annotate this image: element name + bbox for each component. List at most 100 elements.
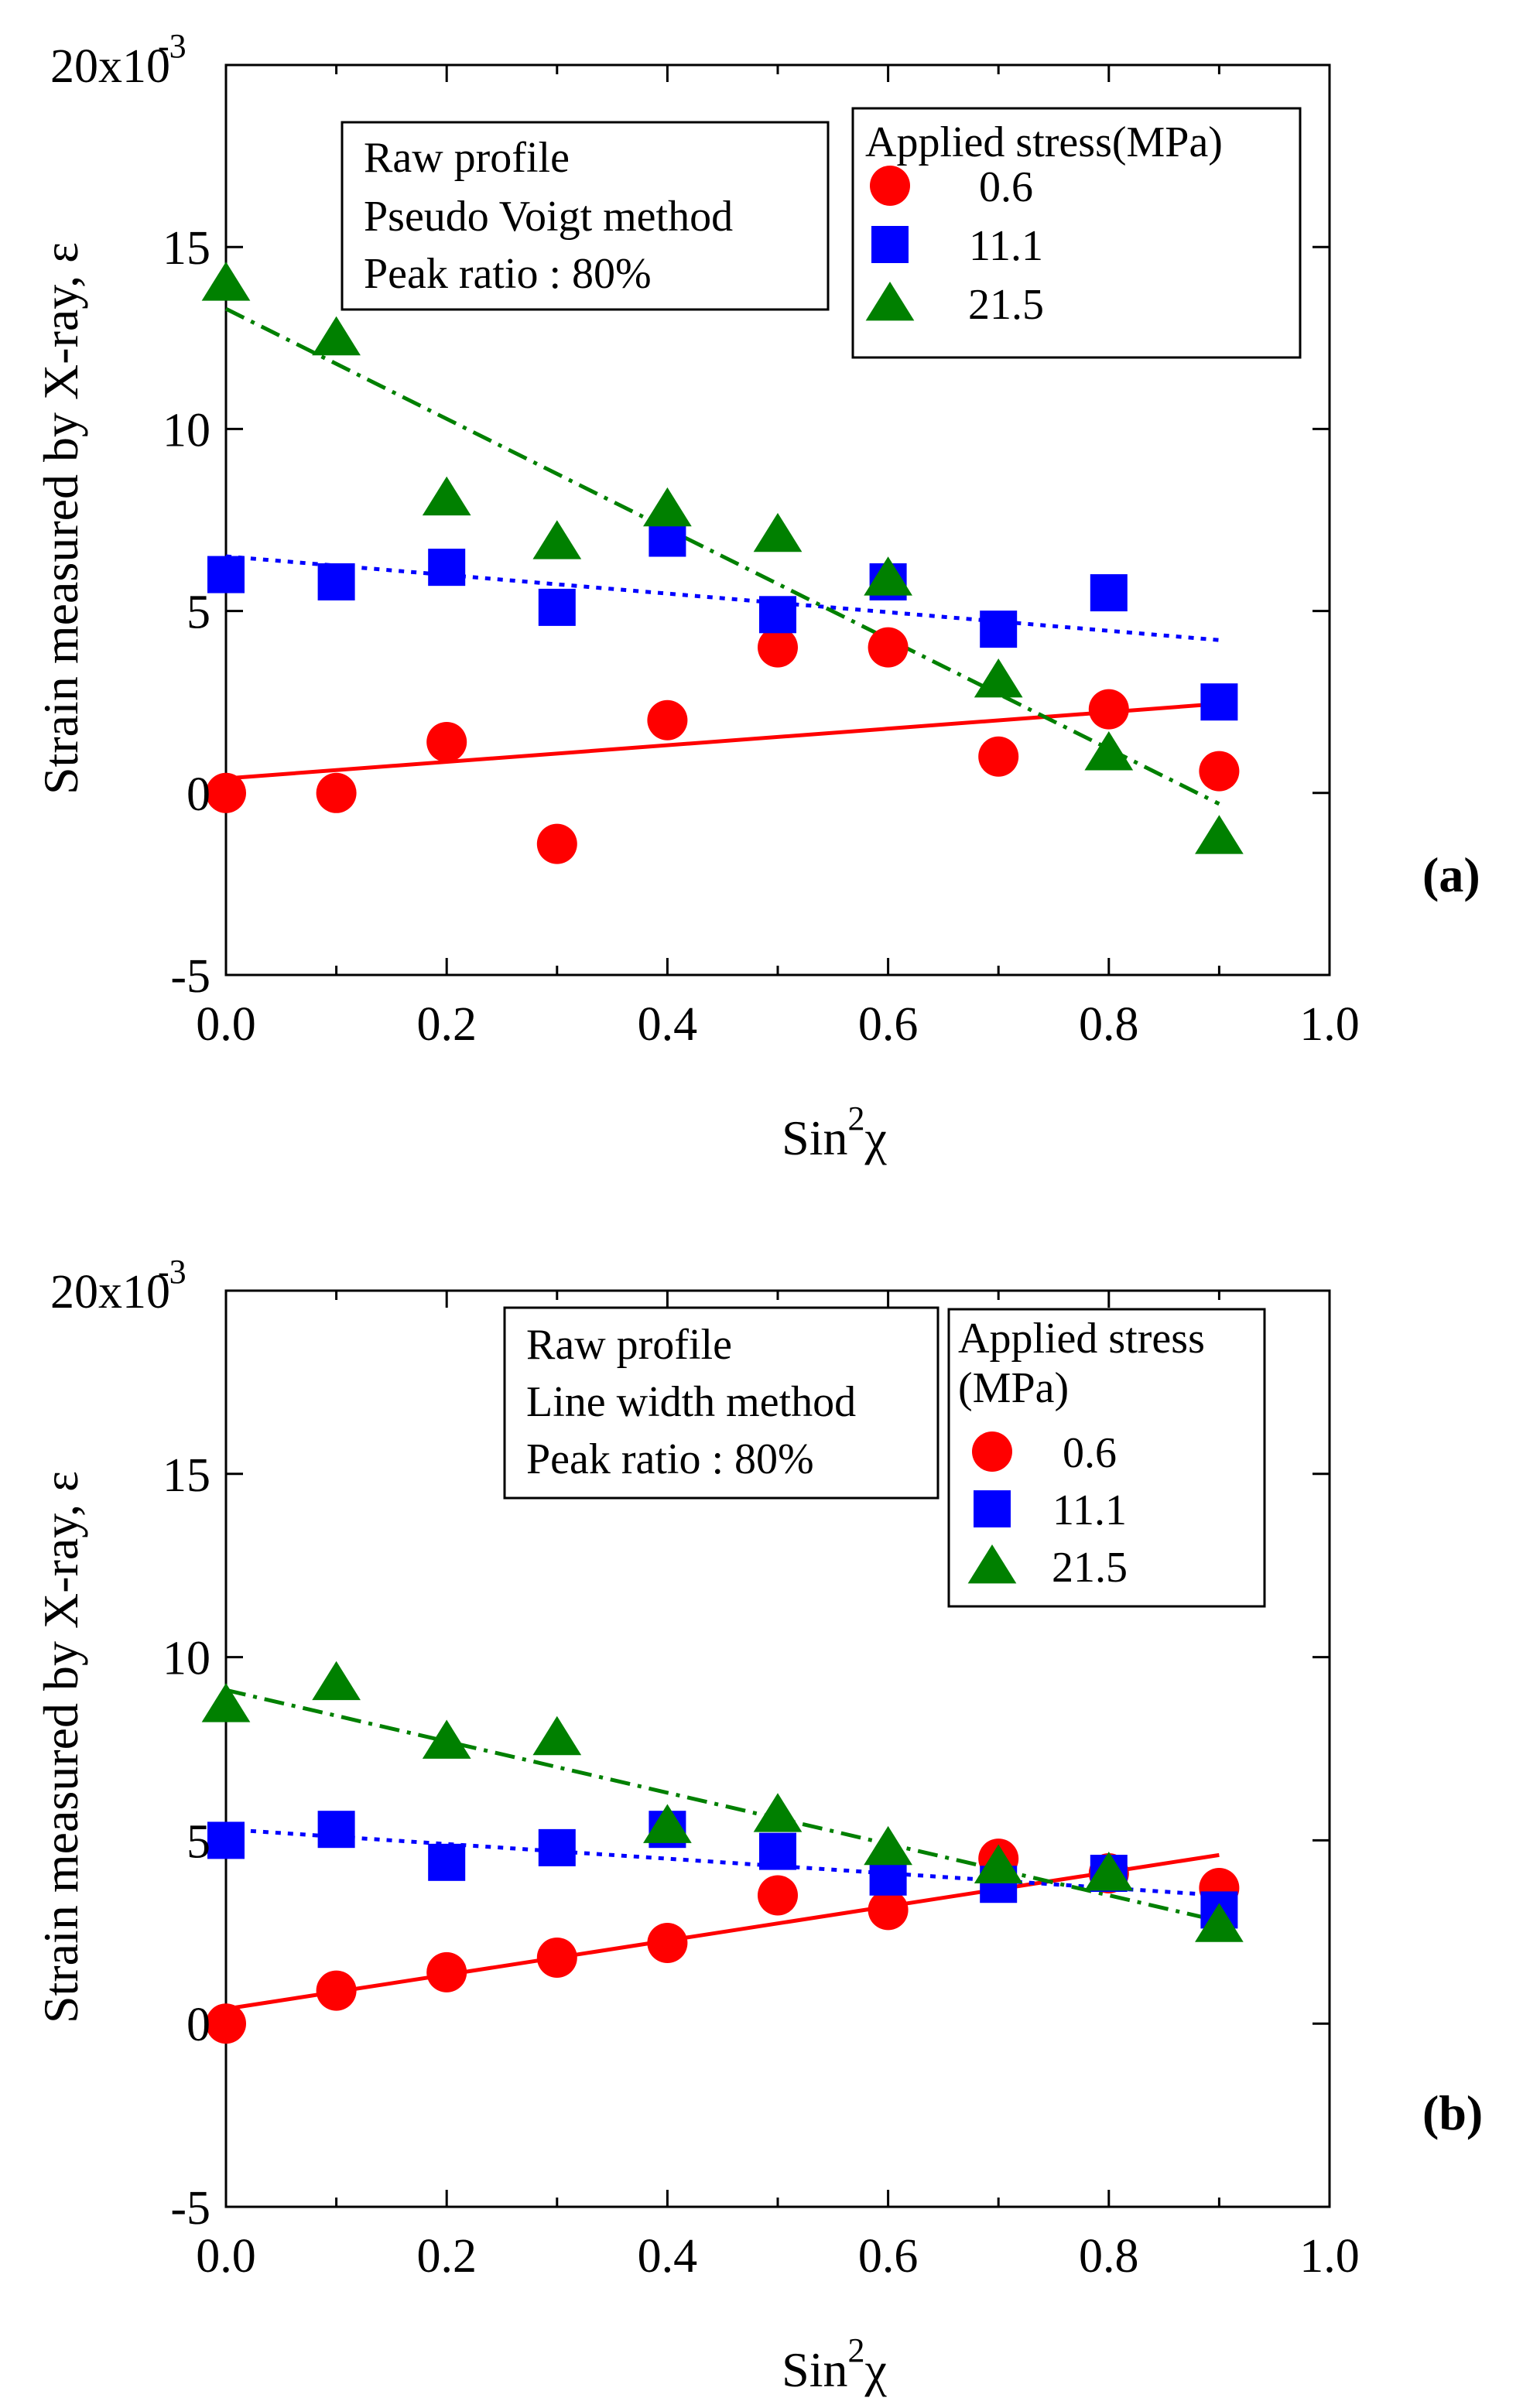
info-line-2-a: Peak ratio : 80% bbox=[364, 250, 652, 298]
y-tick-label: -5 bbox=[170, 2182, 210, 2235]
x-tick-label: 0.4 bbox=[638, 998, 698, 1051]
tick-marks-a bbox=[224, 63, 1331, 977]
data-point-triangle bbox=[643, 1804, 692, 1843]
data-point-triangle bbox=[864, 1825, 912, 1866]
panel-label-b: (b) bbox=[1422, 2085, 1483, 2140]
y-multiplier-exponent: -3 bbox=[158, 27, 187, 65]
y-tick-label: 20x10 bbox=[50, 1266, 170, 1319]
data-point-triangle bbox=[1084, 1852, 1134, 1891]
info-box-b: Raw profile Line width method Peak ratio… bbox=[503, 1306, 939, 1500]
legend-b: Applied stress (MPa) 0.6 11.1 21.5 bbox=[947, 1308, 1266, 1608]
info-line-2-b: Peak ratio : 80% bbox=[526, 1435, 814, 1483]
data-point-triangle bbox=[974, 1844, 1023, 1883]
y-axis-title-a: Strain measured by X-ray, ε bbox=[33, 242, 88, 795]
legend-marker-triangle bbox=[967, 1544, 1017, 1584]
x-tick-label: 0.6 bbox=[858, 998, 919, 1051]
x-tick-label: 0.2 bbox=[416, 998, 477, 1051]
fit-lines-b bbox=[225, 1688, 1220, 2011]
x-tick-label: 0.8 bbox=[1079, 2230, 1139, 2283]
panel-a: 0.0 0.2 0.4 0.6 0.8 1.0 -5 0 5 10 15 20x10-3 Strain… bbox=[33, 27, 1480, 1165]
data-point-circle bbox=[536, 1937, 577, 1978]
data-point-circle bbox=[206, 2003, 246, 2044]
data-point-square bbox=[538, 1828, 576, 1866]
data-point-square bbox=[207, 1821, 245, 1859]
info-box-a: Raw profile Pseudo Voigt method Peak rat… bbox=[341, 121, 830, 311]
y-tick-label: -5 bbox=[170, 950, 210, 1003]
data-point-circle bbox=[1199, 751, 1240, 792]
data-point-circle bbox=[426, 1951, 467, 1992]
legend-marker-circle bbox=[972, 1431, 1012, 1472]
x-tick-label: 0.4 bbox=[638, 2230, 698, 2283]
x-tick-label: 0.6 bbox=[858, 2230, 919, 2283]
fit-line-triangle bbox=[224, 306, 1220, 806]
panel-b: 0.0 0.2 0.4 0.6 0.8 1.0 -5 0 5 10 15 20x10-3 Strain… bbox=[33, 1253, 1483, 2397]
data-point-triangle bbox=[201, 1683, 251, 1722]
data-point-square bbox=[1090, 574, 1128, 612]
y-tick-label: 10 bbox=[163, 404, 210, 457]
legend-marker-triangle bbox=[865, 282, 915, 321]
legend-rows-a: 0.6 11.1 21.5 bbox=[865, 163, 1044, 329]
data-point-triangle bbox=[201, 262, 251, 301]
x-tick-label: 0.2 bbox=[416, 2230, 477, 2283]
data-point-triangle bbox=[1195, 1903, 1244, 1942]
legend-label: 0.6 bbox=[979, 163, 1033, 211]
data-point-triangle bbox=[643, 487, 692, 527]
data-point-circle bbox=[206, 772, 246, 813]
data-point-triangle bbox=[422, 1719, 471, 1759]
legend-a: Applied stress(MPa) 0.6 11.1 21.5 bbox=[851, 107, 1302, 359]
fit-line-circle bbox=[225, 1852, 1220, 2011]
data-point-square bbox=[759, 1832, 796, 1870]
x-tick-label: 1.0 bbox=[1299, 998, 1360, 1051]
y-tick-label: 20x10 bbox=[50, 40, 170, 93]
data-point-triangle bbox=[864, 556, 912, 596]
fit-line-square bbox=[225, 1827, 1220, 1897]
x-tick-label: 1.0 bbox=[1299, 2230, 1360, 2283]
x-tick-label: 0.0 bbox=[196, 998, 256, 1051]
data-point-square bbox=[317, 1811, 355, 1849]
x-tick-label: 0.8 bbox=[1079, 998, 1139, 1051]
info-line-1-a: Pseudo Voigt method bbox=[364, 193, 733, 241]
data-point-triangle bbox=[753, 1793, 803, 1832]
legend-marker-square bbox=[974, 1490, 1011, 1527]
data-point-circle bbox=[978, 736, 1019, 777]
y-tick-label: 15 bbox=[163, 222, 210, 275]
tick-labels-b: 0.0 0.2 0.4 0.6 0.8 1.0 -5 0 5 10 15 20x10-3 bbox=[50, 1253, 1360, 2283]
y-axis-title-b: Strain measured by X-ray, ε bbox=[33, 1471, 88, 2023]
data-point-triangle bbox=[532, 1715, 582, 1756]
y-tick-label: 0 bbox=[187, 768, 210, 821]
info-line-0-a: Raw profile bbox=[364, 134, 570, 182]
data-point-circle bbox=[316, 772, 357, 813]
data-markers-b bbox=[201, 1661, 1244, 2044]
legend-label: 11.1 bbox=[1052, 1486, 1127, 1534]
legend-label: 11.1 bbox=[969, 222, 1043, 270]
data-point-circle bbox=[536, 823, 577, 864]
data-point-triangle bbox=[312, 1661, 361, 1701]
legend-title-a: Applied stress(MPa) bbox=[865, 118, 1223, 166]
data-point-circle bbox=[1088, 689, 1129, 730]
data-point-square bbox=[207, 556, 245, 593]
legend-label: 21.5 bbox=[1052, 1544, 1128, 1592]
data-point-square bbox=[317, 563, 355, 600]
y-tick-label: 0 bbox=[187, 1999, 210, 2051]
data-point-circle bbox=[868, 1890, 909, 1931]
data-point-circle bbox=[426, 721, 467, 762]
data-point-square bbox=[759, 596, 796, 634]
legend-title-b-0: Applied stress bbox=[958, 1315, 1205, 1363]
legend-label: 0.6 bbox=[1063, 1429, 1117, 1477]
y-tick-label: 5 bbox=[187, 587, 210, 639]
info-line-1-b: Line width method bbox=[526, 1378, 856, 1426]
data-point-triangle bbox=[974, 658, 1023, 698]
y-tick-label: 15 bbox=[163, 1449, 210, 1502]
legend-rows-b: 0.6 11.1 21.5 bbox=[967, 1429, 1128, 1592]
data-point-square bbox=[1200, 683, 1238, 721]
data-point-circle bbox=[868, 627, 909, 668]
data-point-circle bbox=[316, 1970, 357, 2011]
data-point-circle bbox=[647, 1923, 688, 1964]
x-axis-title-a: Sin2χ bbox=[782, 1100, 887, 1165]
data-point-circle bbox=[758, 627, 798, 668]
x-axis-title-b: Sin2χ bbox=[782, 2331, 887, 2397]
data-point-square bbox=[538, 588, 576, 626]
data-point-circle bbox=[647, 699, 688, 741]
legend-marker-square bbox=[871, 226, 909, 263]
